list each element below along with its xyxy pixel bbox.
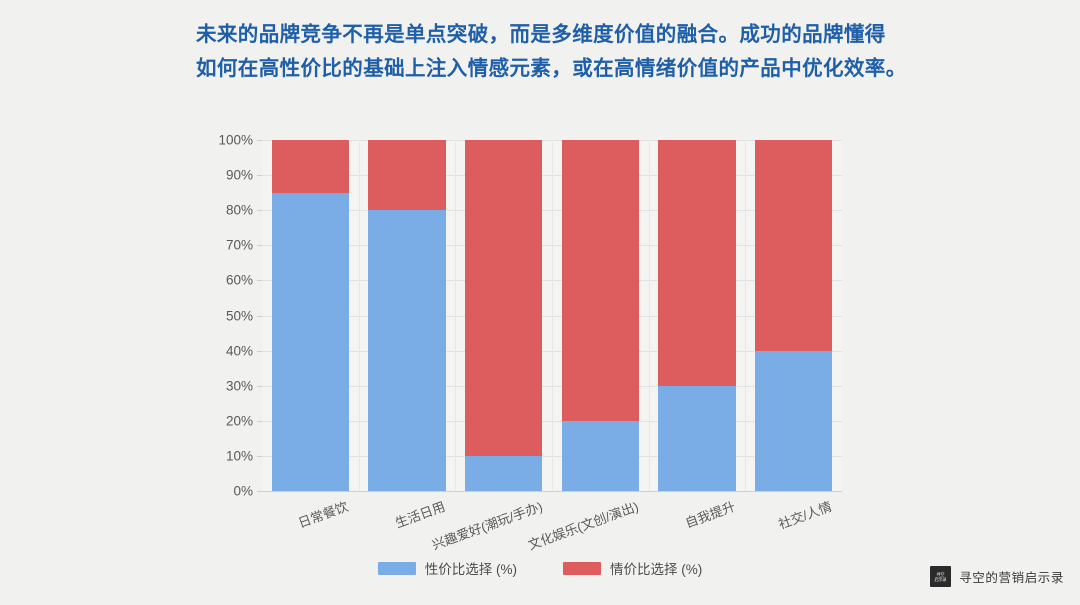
bar-segment[interactable] — [755, 140, 833, 351]
bar-segment[interactable] — [465, 140, 543, 456]
y-axis-tick-label: 40% — [225, 343, 253, 359]
bar-group[interactable] — [465, 140, 543, 491]
watermark: 寻空 启示录 寻空的营销启示录 — [930, 566, 1064, 587]
gridline — [262, 491, 842, 492]
headline-line-2: 如何在高性价比的基础上注入情感元素，或在高情绪价值的产品中优化效率。 — [196, 57, 907, 80]
bar-group[interactable] — [755, 140, 833, 491]
y-axis-tick-mark — [257, 140, 262, 141]
y-axis-tick-label: 50% — [225, 308, 253, 323]
y-axis-tick-label: 70% — [225, 237, 253, 253]
category-separator — [358, 140, 360, 491]
bar-group[interactable] — [271, 140, 349, 491]
legend-label: 情价比选择 (%) — [610, 562, 703, 577]
bar-segment[interactable] — [271, 140, 349, 193]
bar-segment[interactable] — [755, 350, 833, 491]
y-axis-tick-mark — [257, 491, 262, 492]
bar-group[interactable] — [561, 140, 639, 491]
category-separator — [552, 140, 553, 491]
bar-group[interactable] — [368, 140, 446, 491]
headline-text-block: 未来的品牌竞争不再是单点突破，而是多维度价值的融合。成功的品牌懂得 如何在高性价… — [196, 18, 907, 86]
x-axis-tick-label: 日常餐饮 — [296, 498, 351, 531]
bar-segment[interactable] — [561, 420, 639, 491]
x-axis-tick-label: 兴趣爱好(潮玩/手办) — [429, 498, 545, 553]
brand-logo-icon: 寻空 启示录 — [930, 566, 952, 587]
stacked-bar-chart: 0% 10% 20% 30% 40% 50% 60% 70% 80% 90% 100% 日常餐饮 生活… — [0, 112, 1080, 553]
bar-segment[interactable] — [368, 140, 446, 211]
bar-group[interactable] — [658, 140, 736, 491]
y-axis-tick-mark — [257, 210, 262, 212]
y-axis-tick-label: 80% — [225, 202, 253, 218]
y-axis-tick-mark — [257, 245, 262, 247]
bar-segment[interactable] — [658, 385, 736, 491]
chart-legend: 性价比选择 (%) 情价比选择 (%) — [0, 558, 1080, 578]
bar-segment[interactable] — [561, 140, 639, 421]
legend-item[interactable]: 情价比选择 (%) — [563, 558, 702, 578]
plot-area: 0% 10% 20% 30% 40% 50% 60% 70% 80% 90% 100% — [218, 133, 842, 499]
legend-label: 性价比选择 (%) — [424, 562, 517, 577]
x-axis-tick-label: 文化娱乐(文创/演出) — [526, 498, 641, 553]
category-separator — [455, 140, 457, 491]
y-axis-tick-label: 60% — [225, 272, 253, 288]
legend-swatch — [377, 561, 416, 575]
x-axis-tick-label: 生活日用 — [393, 498, 448, 531]
bar-segment[interactable] — [368, 210, 446, 491]
y-axis-tick-label: 90% — [225, 167, 253, 183]
y-axis-tick-mark — [257, 350, 262, 352]
x-axis-tick-label: 社交/人情 — [776, 498, 834, 532]
legend-item[interactable]: 性价比选择 (%) — [377, 558, 517, 578]
brand-logo-glyph: 寻空 启示录 — [934, 571, 947, 582]
legend-swatch — [563, 561, 601, 575]
x-axis-tick-label: 自我提升 — [683, 498, 738, 531]
category-separator — [648, 140, 650, 491]
y-axis-tick-mark — [257, 455, 262, 457]
y-axis-tick-label: 100% — [218, 132, 253, 148]
y-axis-tick-mark — [257, 315, 262, 317]
bar-segment[interactable] — [271, 192, 349, 491]
category-separator — [745, 140, 747, 491]
y-axis-tick-label: 10% — [225, 448, 253, 464]
y-axis-tick-mark — [257, 280, 262, 282]
watermark-label: 寻空的营销启示录 — [959, 571, 1064, 585]
y-axis-tick-label: 0% — [233, 483, 253, 499]
y-axis-tick-mark — [257, 420, 262, 422]
y-axis-tick-mark — [257, 385, 262, 387]
bar-segment[interactable] — [465, 455, 543, 491]
headline-line-1: 未来的品牌竞争不再是单点突破，而是多维度价值的融合。成功的品牌懂得 — [196, 23, 886, 46]
y-axis-tick-label: 30% — [225, 378, 253, 394]
y-axis-tick-label: 20% — [225, 413, 253, 429]
y-axis-tick-mark — [257, 175, 262, 177]
bar-segment[interactable] — [658, 140, 736, 386]
